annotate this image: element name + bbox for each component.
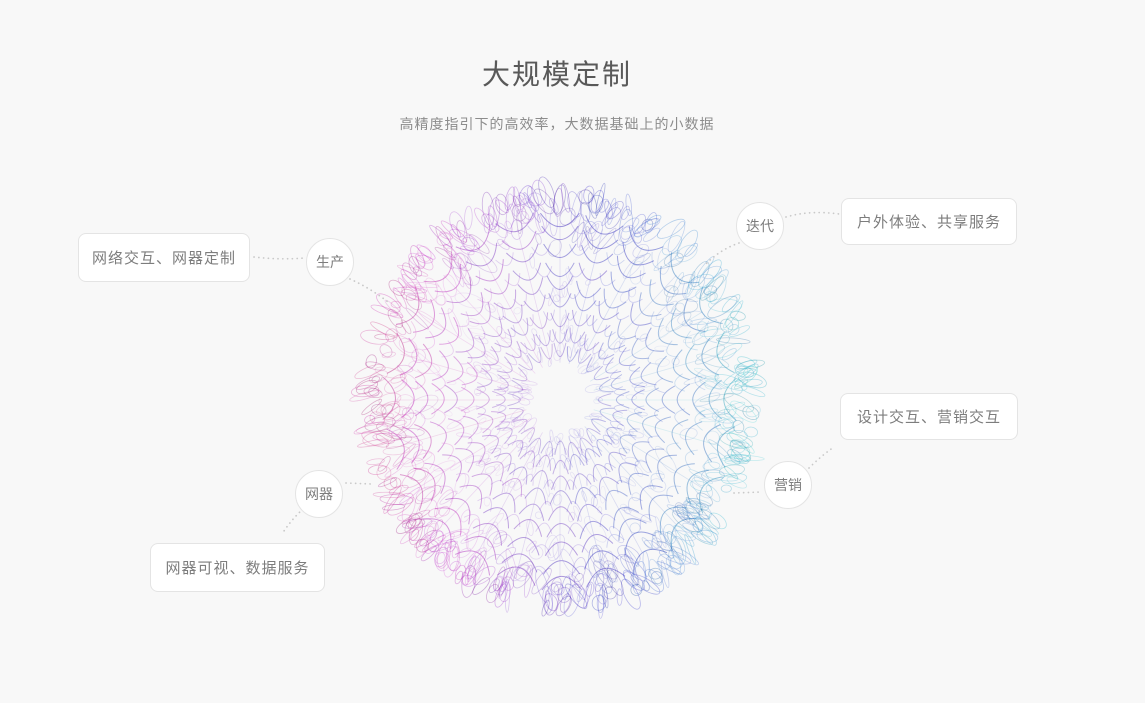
sphere-rim-scribbles xyxy=(349,176,767,619)
page-title: 大规模定制 xyxy=(481,59,632,90)
node-circle-production: 生产 xyxy=(306,238,354,286)
node-box-iteration: 户外体验、共享服务 xyxy=(841,198,1017,245)
connector-dotted-line xyxy=(808,446,835,469)
connector-dotted-line xyxy=(704,242,740,266)
connector-dotted-line xyxy=(281,508,304,535)
sphere-radial-spokes xyxy=(395,223,725,577)
node-box-label: 网络交互、网器定制 xyxy=(91,250,236,267)
node-circle-label: 生产 xyxy=(316,254,344,270)
connector-dotted-line xyxy=(345,482,372,485)
section-header: 大规模定制 高精度指引下的高效率，大数据基础上的小数据 xyxy=(0,59,1114,133)
node-circle-marketing: 营销 xyxy=(764,461,812,509)
sphere-inner-scribbles xyxy=(443,267,680,536)
node-box-label: 设计交互、营销交互 xyxy=(856,409,1001,426)
dotted-connector-lines xyxy=(253,211,840,535)
node-circle-label: 迭代 xyxy=(746,218,774,234)
connector-dotted-line xyxy=(349,278,389,303)
node-box-production: 网络交互、网器定制 xyxy=(78,233,250,282)
connector-dotted-line xyxy=(733,491,763,494)
node-circle-iteration: 迭代 xyxy=(736,202,784,250)
node-circle-smart-device: 网器 xyxy=(295,470,343,518)
node-box-smart-device: 网器可视、数据服务 xyxy=(150,543,325,592)
connector-dotted-line xyxy=(253,256,305,260)
node-circle-label: 网器 xyxy=(305,486,333,502)
node-circle-label: 营销 xyxy=(774,477,802,493)
node-box-label: 户外体验、共享服务 xyxy=(856,214,1001,231)
sphere-chevron-feathers xyxy=(382,212,737,591)
node-box-label: 网器可视、数据服务 xyxy=(165,560,310,577)
connector-dotted-line xyxy=(785,211,840,218)
node-box-marketing: 设计交互、营销交互 xyxy=(840,393,1018,440)
page-subtitle: 高精度指引下的高效率，大数据基础上的小数据 xyxy=(399,116,715,132)
